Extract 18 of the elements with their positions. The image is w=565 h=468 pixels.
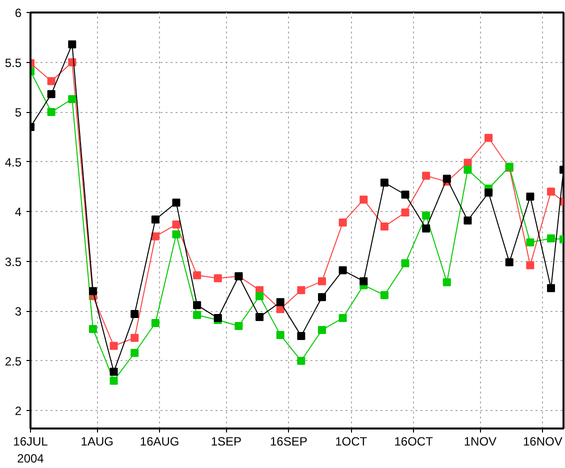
x-tick-label: 16AUG: [140, 434, 180, 448]
x-tick-label: 16JUL 2004: [13, 434, 48, 466]
y-tick-label: 2.5: [4, 354, 22, 368]
x-tick-label: 16NOV: [523, 434, 562, 448]
x-tick-label: 1NOV: [464, 434, 497, 448]
y-tick-label: 2: [14, 404, 22, 418]
y-tick-label: 6: [14, 6, 22, 20]
y-tick-label: 5: [14, 106, 22, 120]
x-tick-label: 1OCT: [335, 434, 368, 448]
x-tick-label: 16SEP: [270, 434, 308, 448]
y-tick-label: 5.5: [4, 56, 22, 70]
y-tick-label: 3: [14, 304, 22, 319]
x-tick-label: 16OCT: [394, 434, 434, 448]
y-tick-label: 4: [14, 205, 22, 220]
x-tick-label: 1SEP: [210, 434, 242, 448]
x-tick-label: 1AUG: [80, 434, 114, 448]
y-tick-label: 3.5: [4, 254, 22, 269]
y-tick-label: 4.5: [4, 155, 22, 170]
